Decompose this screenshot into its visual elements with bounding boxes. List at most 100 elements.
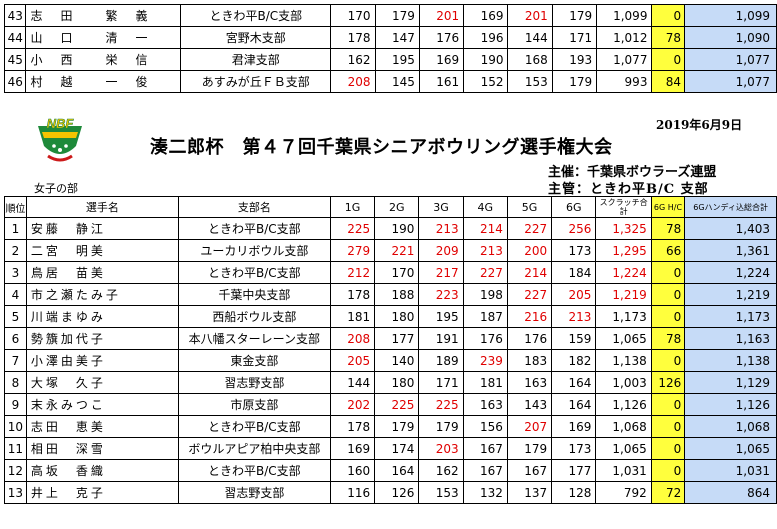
handicap-cell: 0 (650, 349, 686, 372)
handicap-cell: 78 (650, 327, 686, 350)
g3-cell: 161 (418, 70, 465, 93)
player-name-cell: 志田 恵美 (25, 415, 179, 438)
player-name-cell: 高坂 香織 (25, 459, 179, 482)
g3-cell: 171 (418, 371, 464, 394)
player-name-cell: 安藤 静江 (25, 217, 179, 240)
handicap-cell: 0 (651, 48, 686, 71)
col-g1: 1G (329, 196, 376, 218)
g6-cell: 171 (551, 26, 598, 49)
table-row: 9 末永みつこ 市原支部 202 225 225 163 143 164 1,126 0 1,126 (4, 393, 777, 416)
g5-cell: 163 (506, 371, 553, 394)
women-results-table: 順位 選手名 支部名 1G 2G 3G 4G 5G 6G スクラッチ合計 6G … (4, 196, 777, 504)
g2-cell: 179 (374, 4, 420, 27)
g4-cell: 181 (462, 371, 508, 394)
scratch-cell: 1,224 (595, 261, 652, 284)
section-label: 女子の部 (34, 182, 78, 195)
g2-cell: 140 (374, 349, 420, 372)
table-row: 43 志 田 繁 義ときわ平B/C支部 170 179 201 169 201 179 1,09… (3, 4, 777, 27)
player-name-cell: 鳥居 苗美 (25, 261, 179, 284)
g5-cell: 179 (506, 437, 553, 460)
player-name-cell: 大塚 久子 (25, 371, 179, 394)
col-branch: 支部名 (177, 196, 331, 218)
rank-cell: 45 (3, 48, 27, 71)
handicap-cell: 0 (650, 393, 686, 416)
g6-cell: 184 (551, 261, 597, 284)
scratch-cell: 1,012 (596, 26, 653, 49)
table-row: 8 大塚 久子 習志野支部 144 180 171 181 163 164 1,003 126 1,1… (4, 371, 777, 394)
player-name-cell: 市之瀬たみ子 (25, 283, 179, 306)
rank-cell: 6 (4, 327, 27, 350)
scratch-cell: 1,219 (595, 283, 652, 306)
scratch-cell: 993 (596, 70, 653, 93)
nbf-logo: NBF (38, 116, 82, 162)
handicap-cell: 0 (650, 261, 686, 284)
g5-cell: 207 (506, 415, 553, 438)
scratch-cell: 1,068 (595, 415, 652, 438)
g3-cell: 179 (418, 415, 464, 438)
g1-cell: 279 (329, 239, 376, 262)
g4-cell: 167 (462, 459, 508, 482)
g3-cell: 225 (418, 393, 464, 416)
g6-cell: 256 (551, 217, 597, 240)
g5-cell: 153 (507, 70, 553, 93)
scratch-cell: 1,065 (595, 437, 652, 460)
total-cell: 864 (684, 481, 777, 504)
scratch-cell: 1,138 (595, 349, 652, 372)
g1-cell: 160 (329, 459, 376, 482)
column-header-row: 順位 選手名 支部名 1G 2G 3G 4G 5G 6G スクラッチ合計 6G … (4, 196, 777, 218)
g2-cell: 179 (374, 415, 420, 438)
total-cell: 1,163 (684, 327, 777, 350)
g1-cell: 144 (329, 371, 376, 394)
handicap-cell: 78 (650, 217, 686, 240)
scratch-cell: 1,126 (595, 393, 652, 416)
handicap-cell: 0 (650, 305, 686, 328)
g1-cell: 116 (329, 481, 376, 504)
branch-cell: 宮野木支部 (180, 26, 332, 49)
g3-cell: 169 (418, 48, 465, 71)
g6-cell: 169 (551, 415, 597, 438)
g4-cell: 163 (462, 393, 508, 416)
table-row: 4 市之瀬たみ子 千葉中央支部 178 188 223 198 227 205 1,219 0 1,2… (4, 283, 777, 306)
g3-cell: 223 (418, 283, 464, 306)
scratch-cell: 1,173 (595, 305, 652, 328)
g4-cell: 190 (463, 48, 509, 71)
rank-cell: 9 (4, 393, 27, 416)
g4-cell: 196 (463, 26, 509, 49)
player-name-cell: 志 田 繁 義 (25, 4, 182, 27)
player-name-cell: 相田 深雪 (25, 437, 179, 460)
player-name-cell: 勢籏加代子 (25, 327, 179, 350)
tournament-title: 湊二郎杯 第４７回千葉県シニアボウリング選手権大会 (150, 137, 613, 158)
table-row: 46 村 越 一 俊あすみが丘ＦＢ支部 208 145 161 152 153 179 993 8… (3, 70, 777, 93)
rank-cell: 44 (3, 26, 27, 49)
branch-cell: ときわ平B/C支部 (177, 415, 331, 438)
col-g4: 4G (462, 196, 508, 218)
table-row: 45 小 西 栄 信君津支部 162 195 169 190 168 193 1,077 0 1,0… (3, 48, 777, 71)
player-name-cell: 末永みつこ (25, 393, 179, 416)
g6-cell: 173 (551, 239, 597, 262)
g2-cell: 180 (374, 371, 420, 394)
rank-cell: 5 (4, 305, 27, 328)
rank-cell: 7 (4, 349, 27, 372)
g4-cell: 176 (462, 327, 508, 350)
total-cell: 1,090 (684, 26, 777, 49)
g4-cell: 239 (462, 349, 508, 372)
total-cell: 1,077 (684, 70, 777, 93)
branch-cell: 君津支部 (180, 48, 332, 71)
total-cell: 1,361 (684, 239, 777, 262)
g6-cell: 164 (551, 371, 597, 394)
g5-cell: 227 (506, 283, 553, 306)
g1-cell: 202 (329, 393, 376, 416)
g6-cell: 179 (551, 70, 598, 93)
branch-cell: 市原支部 (177, 393, 331, 416)
g6-cell: 213 (551, 305, 597, 328)
host-organization: 主催：千葉県ボウラーズ連盟 (548, 165, 717, 180)
scratch-cell: 1,077 (596, 48, 653, 71)
table-row: 13 井上 克子 習志野支部 116 126 153 132 137 128 792 72 864 (4, 481, 777, 504)
total-cell: 1,219 (684, 283, 777, 306)
g4-cell: 214 (462, 217, 508, 240)
total-cell: 1,173 (684, 305, 777, 328)
total-cell: 1,138 (684, 349, 777, 372)
col-name: 選手名 (25, 196, 179, 218)
g2-cell: 190 (374, 217, 420, 240)
g2-cell: 147 (374, 26, 420, 49)
